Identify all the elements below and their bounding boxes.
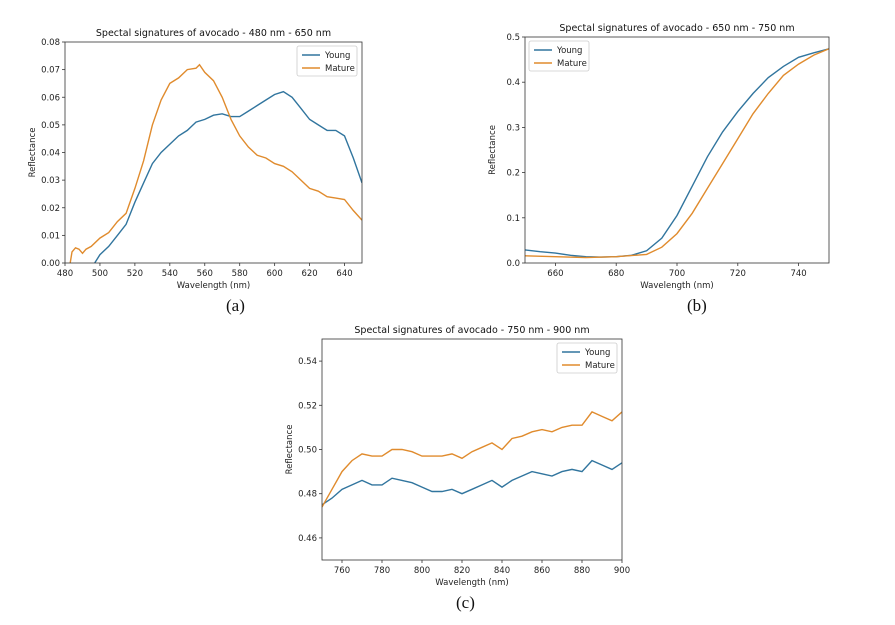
x-tick-label: 700 [669,269,685,279]
y-axis-label: Reflectance [488,125,498,175]
x-tick-label: 760 [334,566,350,576]
legend: Young Mature [528,40,590,72]
y-tick-label: 0.02 [41,204,60,214]
x-tick-label: 640 [336,269,352,279]
legend-label-young: Young [556,46,582,56]
y-tick-label: 0.5 [506,33,520,43]
y-tick-label: 0.04 [41,149,60,159]
x-tick-label: 820 [454,566,470,576]
y-tick-label: 0.3 [506,123,520,133]
x-tick-label: 520 [127,269,143,279]
y-tick-label: 0.1 [506,214,520,224]
chart-title: Spectal signatures of avocado - 650 nm -… [559,23,794,34]
x-tick-label: 780 [374,566,390,576]
legend-label-mature: Mature [557,59,587,69]
caption-b: (b) [687,296,707,315]
legend: Young Mature [556,342,618,374]
y-tick-label: 0.03 [41,176,60,186]
y-tick-label: 0.52 [298,401,317,411]
x-tick-label: 840 [494,566,510,576]
chart-b: 660 680 700 720 740 0.0 0.1 0.2 0.3 0.4 0.5 Spectal… [488,23,830,291]
y-tick-label: 0.08 [41,38,60,48]
y-tick-label: 0.00 [41,259,60,269]
legend-label-mature: Mature [585,361,615,371]
chart-a: 480 500 520 540 560 580 600 620 640 0.00 0.01 0.02 0… [28,28,363,291]
y-axis-label: Reflectance [285,425,295,475]
y-tick-label: 0.50 [298,446,317,456]
caption-c: (c) [456,593,475,612]
x-tick-label: 880 [574,566,590,576]
y-tick-label: 0.01 [41,231,60,241]
chart-title: Spectal signatures of avocado - 480 nm -… [96,28,331,39]
x-tick-label: 600 [267,269,283,279]
series-line-mature [69,63,362,263]
y-tick-label: 0.05 [41,121,60,131]
x-tick-label: 560 [197,269,213,279]
legend-label-young: Young [324,51,350,61]
chart-title: Spectal signatures of avocado - 750 nm -… [354,325,589,336]
y-tick-label: 0.46 [298,534,317,544]
x-tick-label: 620 [301,269,317,279]
series-line-young [322,459,622,506]
x-tick-label: 680 [608,269,624,279]
x-tick-label: 720 [730,269,746,279]
x-tick-label: 500 [92,269,108,279]
x-tick-label: 800 [414,566,430,576]
series-line-young [94,90,362,263]
x-axis-label: Wavelength (nm) [435,578,508,588]
x-tick-label: 540 [162,269,178,279]
x-tick-label: 860 [534,566,550,576]
y-tick-label: 0.07 [41,66,60,76]
y-tick-label: 0.0 [506,259,520,269]
x-tick-label: 740 [790,269,806,279]
series-line-mature [322,411,622,508]
x-axis-label: Wavelength (nm) [640,281,713,291]
y-tick-label: 0.48 [298,490,317,500]
chart-c: 760 780 800 820 840 860 880 900 0.46 0.48 0.50 0.52… [285,325,630,588]
y-tick-label: 0.06 [41,93,60,103]
series-line-mature [525,48,829,259]
y-tick-label: 0.2 [506,169,520,179]
legend: Young Mature [296,45,358,77]
x-tick-label: 660 [547,269,563,279]
y-axis-label: Reflectance [28,128,38,178]
series-line-young [525,48,829,258]
legend-label-mature: Mature [325,64,355,74]
y-tick-label: 0.4 [506,78,520,88]
y-tick-label: 0.54 [298,357,317,367]
x-tick-label: 900 [614,566,630,576]
x-tick-label: 480 [57,269,73,279]
caption-a: (a) [226,296,245,315]
x-axis-label: Wavelength (nm) [177,281,250,291]
legend-label-young: Young [584,348,610,358]
x-tick-label: 580 [232,269,248,279]
